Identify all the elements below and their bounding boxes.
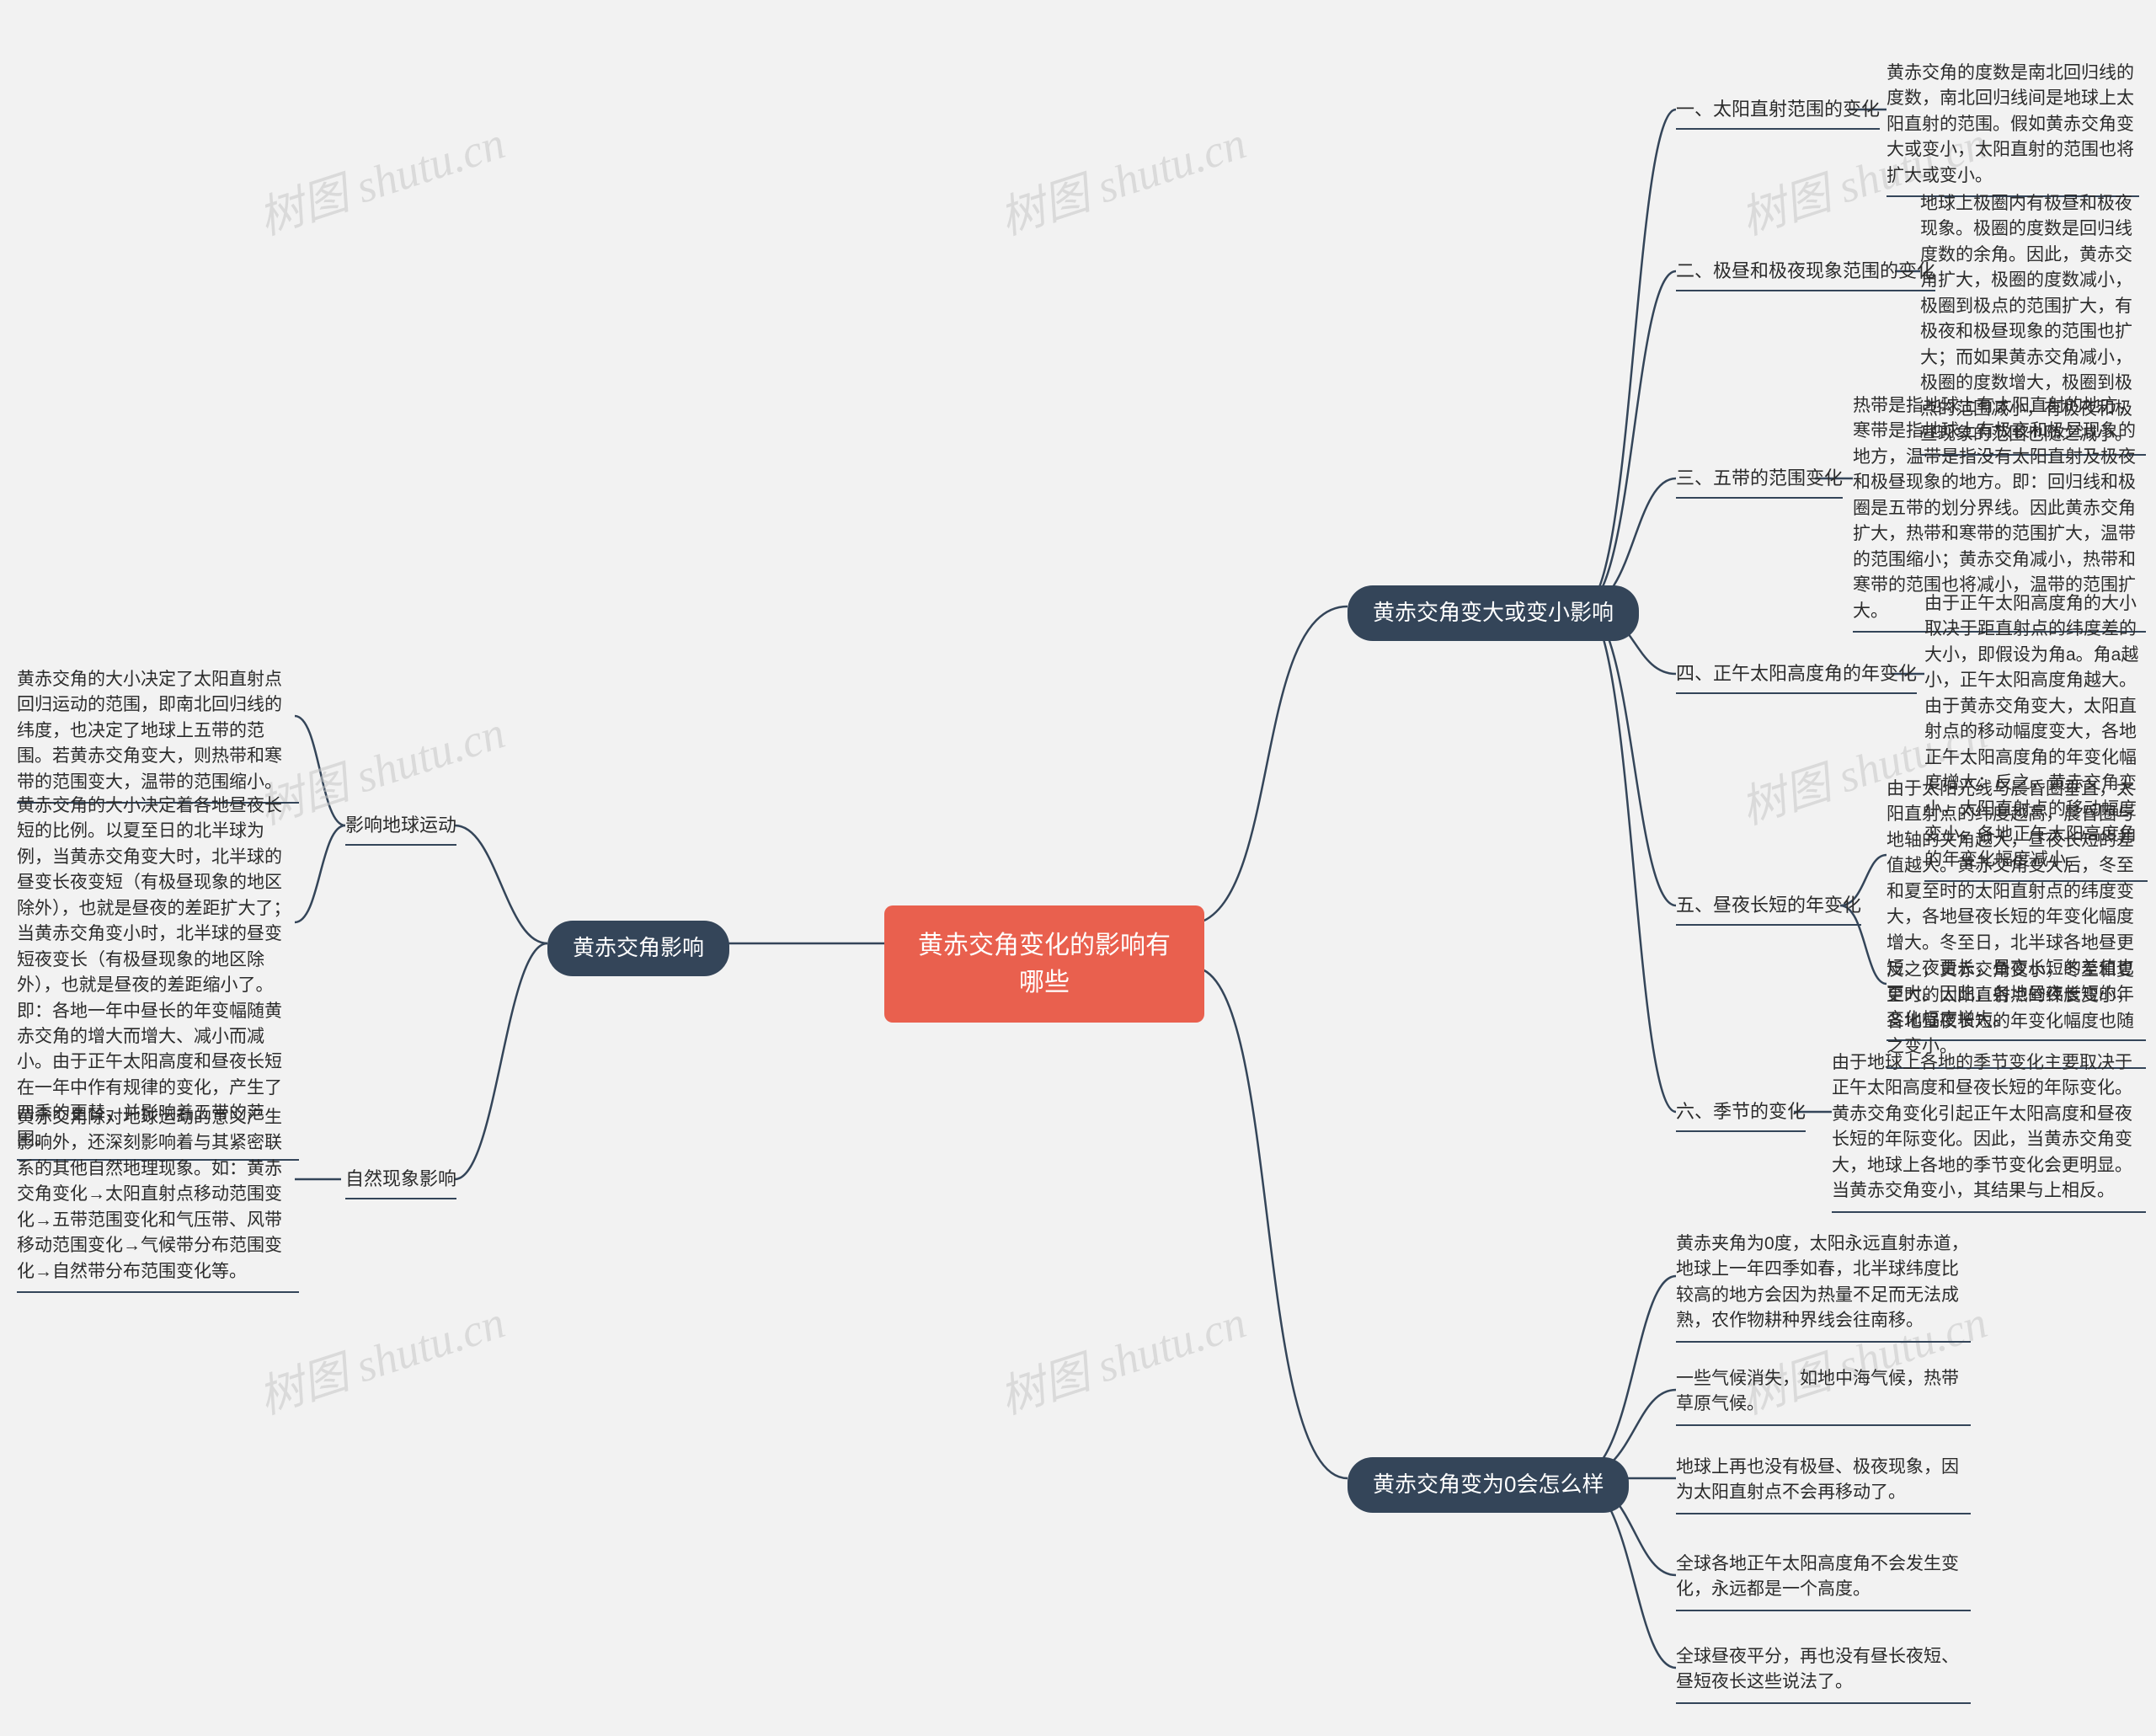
sub-earth-motion[interactable]: 影响地球运动 bbox=[345, 809, 456, 849]
leaf-r2-0: 黄赤夹角为0度，太阳永远直射赤道，地球上一年四季如春，北半球纬度比较高的地方会因… bbox=[1676, 1230, 1971, 1344]
root-node[interactable]: 黄赤交角变化的影响有哪些 bbox=[884, 905, 1204, 1023]
sub-r1-5[interactable]: 六、季节的变化 bbox=[1676, 1095, 1806, 1135]
leaf-r2-3: 全球各地正午太阳高度角不会发生变化，永远都是一个高度。 bbox=[1676, 1550, 1971, 1613]
leaf-r1-0: 黄赤交角的度数是南北回归线的度数，南北回归线间是地球上太阳直射的范围。假如黄赤交… bbox=[1886, 59, 2139, 199]
sub-r1-1[interactable]: 二、极昼和极夜现象范围的变化 bbox=[1676, 254, 1935, 295]
leaf-r2-1: 一些气候消失，如地中海气候，热带草原气候。 bbox=[1676, 1365, 1971, 1428]
sub-r1-2[interactable]: 三、五带的范围变化 bbox=[1676, 462, 1843, 502]
leaf-r2-2: 地球上再也没有极昼、极夜现象，因为太阳直射点不会再移动了。 bbox=[1676, 1453, 1971, 1516]
sub-r1-4[interactable]: 五、昼夜长短的年变化 bbox=[1676, 889, 1861, 929]
sub-r1-3[interactable]: 四、正午太阳高度角的年变化 bbox=[1676, 657, 1917, 697]
leaf-r1-5: 由于地球上各地的季节变化主要取决于正午太阳高度和昼夜长短的年际变化。黄赤交角变化… bbox=[1832, 1049, 2146, 1215]
mindmap-canvas: 树图 shutu.cn 树图 shutu.cn 树图 shutu.cn 树图 s… bbox=[0, 0, 2156, 1736]
leaf-left-0-0: 黄赤交角的大小决定了太阳直射点回归运动的范围，即南北回归线的纬度，也决定了地球上… bbox=[17, 665, 299, 805]
branch-right-2[interactable]: 黄赤交角变为0会怎么样 bbox=[1348, 1457, 1629, 1513]
leaf-left-1-0: 黄赤交角除对地球运动的意义产生影响外，还深刻影响着与其紧密联系的其他自然地理现象… bbox=[17, 1103, 299, 1295]
watermark: 树图 shutu.cn bbox=[990, 1285, 1253, 1427]
watermark: 树图 shutu.cn bbox=[248, 105, 512, 248]
sub-natural-phenomena[interactable]: 自然现象影响 bbox=[345, 1162, 456, 1203]
branch-left[interactable]: 黄赤交角影响 bbox=[547, 921, 729, 976]
sub-r1-0[interactable]: 一、太阳直射范围的变化 bbox=[1676, 93, 1880, 133]
watermark: 树图 shutu.cn bbox=[248, 1285, 512, 1427]
leaf-r2-4: 全球昼夜平分，再也没有昼长夜短、昼短夜长这些说法了。 bbox=[1676, 1643, 1971, 1706]
branch-right-1[interactable]: 黄赤交角变大或变小影响 bbox=[1348, 585, 1639, 641]
watermark: 树图 shutu.cn bbox=[990, 105, 1253, 248]
